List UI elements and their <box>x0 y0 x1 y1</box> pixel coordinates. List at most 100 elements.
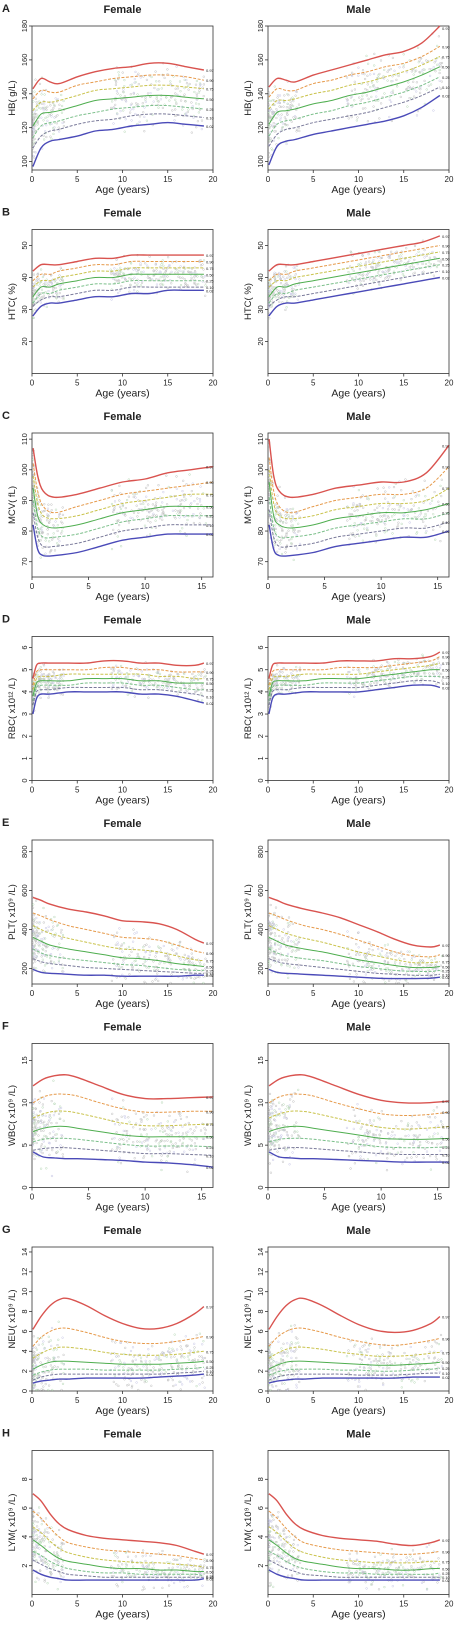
data-point <box>345 1126 349 1130</box>
data-point <box>398 962 402 965</box>
data-point <box>397 675 400 678</box>
data-point <box>355 524 359 527</box>
data-point <box>119 680 123 683</box>
data-point <box>33 128 36 131</box>
data-point <box>186 1355 190 1358</box>
data-point <box>115 1383 118 1386</box>
data-point <box>44 539 47 542</box>
data-point <box>383 1358 386 1362</box>
percentile-label: 0.97 <box>442 1099 451 1104</box>
y-tick-label: 2 <box>256 1369 265 1373</box>
data-point <box>165 503 169 506</box>
data-point <box>422 1156 425 1159</box>
data-point <box>379 256 382 260</box>
data-point <box>144 96 147 99</box>
data-point <box>39 1145 43 1148</box>
data-point <box>281 1160 285 1163</box>
data-point <box>35 113 38 116</box>
data-point <box>55 292 58 295</box>
data-point <box>41 515 44 518</box>
data-point <box>184 1369 188 1372</box>
data-point <box>279 682 282 685</box>
data-point <box>279 118 282 121</box>
data-point <box>42 1097 46 1100</box>
data-point <box>425 88 428 91</box>
data-point <box>372 84 375 87</box>
data-point <box>292 266 295 269</box>
data-point <box>354 275 358 278</box>
data-point <box>386 500 390 504</box>
data-point <box>361 494 364 497</box>
data-point <box>400 522 403 526</box>
data-point <box>351 1152 354 1155</box>
data-scatter <box>31 896 207 985</box>
percentile-curve-0p02 <box>268 276 441 317</box>
x-tick-label: 10 <box>354 989 363 998</box>
x-tick-label: 5 <box>322 1193 327 1202</box>
data-point <box>271 1158 275 1162</box>
percentile-label: 0.50 <box>442 256 451 261</box>
data-point <box>163 961 166 965</box>
data-point <box>175 498 178 501</box>
data-point <box>153 968 156 971</box>
data-point <box>203 676 206 679</box>
data-point <box>31 508 35 511</box>
x-tick-label: 5 <box>311 379 316 388</box>
data-point <box>179 1117 183 1121</box>
data-point <box>196 686 199 689</box>
y-tick-label: 140 <box>256 88 265 101</box>
data-point <box>384 490 387 493</box>
data-point <box>188 473 191 476</box>
data-point <box>54 520 57 523</box>
panel-title: Male <box>346 208 370 220</box>
data-point <box>35 1113 38 1117</box>
data-point <box>122 1099 125 1102</box>
data-point <box>136 1365 139 1368</box>
data-point <box>38 284 41 287</box>
data-point <box>355 503 359 507</box>
data-point <box>274 524 277 527</box>
data-point <box>159 1129 162 1133</box>
data-point <box>373 64 376 67</box>
data-point <box>52 961 56 964</box>
data-point <box>48 1113 51 1117</box>
data-point <box>390 1347 394 1350</box>
data-point <box>171 261 174 264</box>
data-point <box>120 284 123 288</box>
data-point <box>363 527 366 530</box>
data-point <box>114 278 117 282</box>
data-point <box>48 521 51 524</box>
data-point <box>402 274 406 278</box>
percentile-label: 0.97 <box>206 1095 215 1100</box>
data-point <box>55 1121 58 1125</box>
data-point <box>193 270 197 273</box>
data-point <box>440 66 443 69</box>
data-point <box>178 80 182 83</box>
data-point <box>421 61 424 65</box>
data-point <box>423 248 426 252</box>
data-point <box>288 1163 291 1166</box>
data-point <box>432 978 436 982</box>
data-point <box>50 967 54 970</box>
data-point <box>292 116 295 119</box>
data-point <box>172 1349 175 1352</box>
data-point <box>436 1124 439 1127</box>
data-point <box>109 667 113 670</box>
data-point <box>53 915 56 919</box>
percentile-label: 0.10 <box>442 269 451 274</box>
data-point <box>46 1356 49 1359</box>
data-point <box>353 1114 357 1117</box>
data-point <box>149 678 152 681</box>
data-point <box>124 118 127 121</box>
data-point <box>292 940 295 943</box>
data-point <box>180 498 184 502</box>
percentile-curve-0p02 <box>32 121 204 167</box>
data-point <box>124 977 127 980</box>
y-tick-label: 8 <box>256 1309 265 1313</box>
data-point <box>268 965 271 968</box>
x-tick-label: 20 <box>445 175 454 184</box>
plot-frame <box>31 432 214 578</box>
data-point <box>204 281 207 284</box>
x-tick-label: 0 <box>30 1193 35 1202</box>
